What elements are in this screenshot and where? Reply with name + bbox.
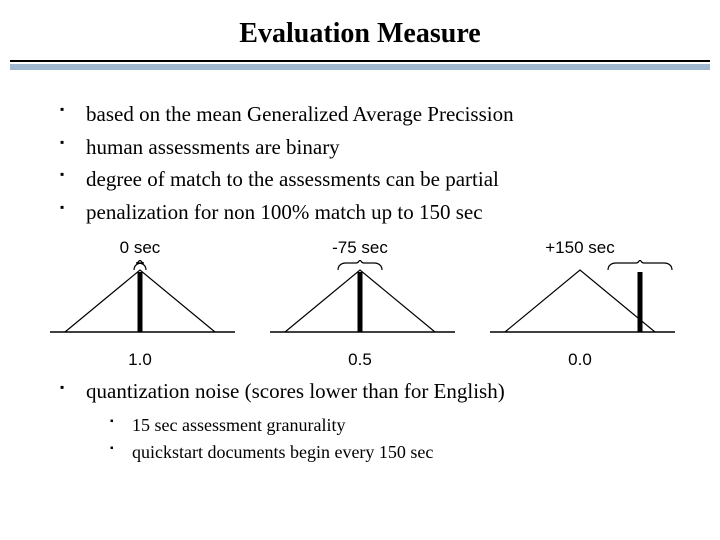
triangle-chart-icon <box>480 260 680 346</box>
diagram-top-label: 0 sec <box>40 238 240 258</box>
page-title: Evaluation Measure <box>0 0 720 60</box>
diagram-bottom-label: 0.0 <box>480 350 680 370</box>
diagram-bottom-label: 1.0 <box>40 350 240 370</box>
diagram-top-label: +150 sec <box>480 238 680 258</box>
diagram-neg75: -75 sec 0.5 <box>260 238 460 370</box>
list-item: degree of match to the assessments can b… <box>60 163 680 196</box>
sub-bullet-list: 15 sec assessment granurality quickstart… <box>110 412 720 466</box>
divider-light <box>10 64 710 70</box>
triangle-chart-icon <box>260 260 460 346</box>
list-item: human assessments are binary <box>60 131 680 164</box>
list-item: quickstart documents begin every 150 sec <box>110 439 720 466</box>
diagram-row: 0 sec 1.0 -75 sec 0.5 +150 sec 0.0 <box>30 238 690 370</box>
diagram-bottom-label: 0.5 <box>260 350 460 370</box>
diagram-top-label: -75 sec <box>260 238 460 258</box>
list-item: penalization for non 100% match up to 15… <box>60 196 680 229</box>
bullet-list-bottom: quantization noise (scores lower than fo… <box>60 376 680 408</box>
list-item: 15 sec assessment granurality <box>110 412 720 439</box>
divider-dark <box>10 60 710 62</box>
diagram-150sec: +150 sec 0.0 <box>480 238 680 370</box>
list-item: quantization noise (scores lower than fo… <box>60 376 680 408</box>
diagram-0sec: 0 sec 1.0 <box>40 238 240 370</box>
list-item: based on the mean Generalized Average Pr… <box>60 98 680 131</box>
triangle-chart-icon <box>40 260 240 346</box>
bullet-list-top: based on the mean Generalized Average Pr… <box>60 98 680 228</box>
